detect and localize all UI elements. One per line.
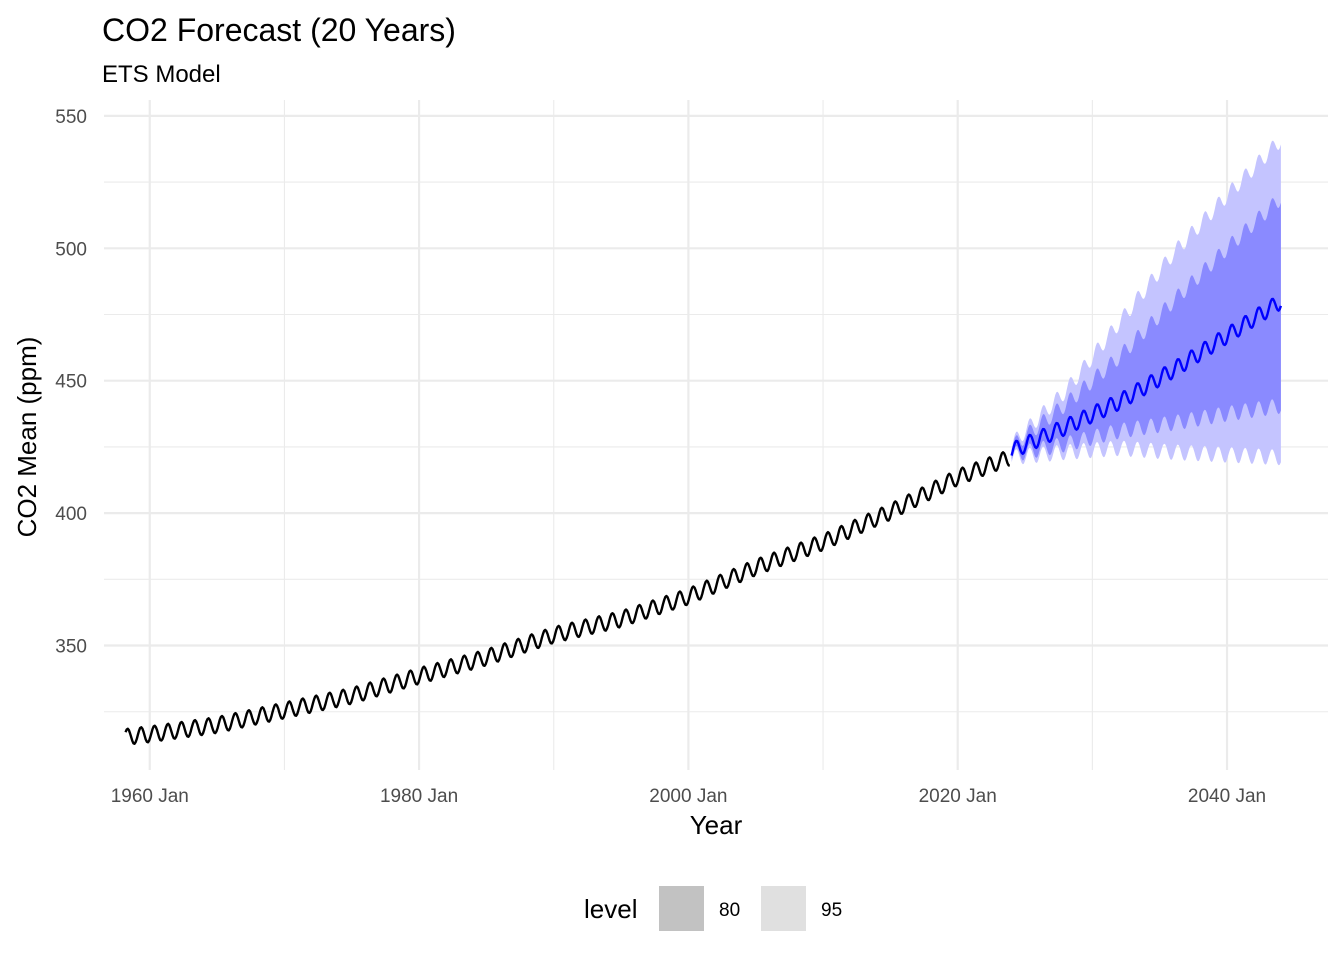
y-tick-label: 400 — [55, 504, 87, 525]
forecast-line — [1010, 297, 1283, 456]
x-tick-label: 2040 Jan — [1188, 786, 1266, 807]
y-axis-ticks: 350 400 450 500 550 — [55, 107, 87, 658]
chart-title: CO2 Forecast (20 Years) — [102, 12, 456, 48]
x-tick-label: 1960 Jan — [111, 786, 189, 807]
prediction-intervals — [1011, 140, 1281, 466]
observed-line — [124, 451, 1010, 745]
legend: level 80 95 — [584, 886, 842, 931]
legend-title: level — [584, 894, 637, 924]
legend-label-80: 80 — [719, 900, 740, 921]
y-tick-label: 450 — [55, 372, 87, 393]
y-tick-label: 350 — [55, 637, 87, 658]
x-tick-label: 2000 Jan — [649, 786, 727, 807]
y-axis-title: CO2 Mean (ppm) — [12, 337, 42, 538]
legend-swatch-80 — [659, 886, 704, 931]
x-tick-label: 1980 Jan — [380, 786, 458, 807]
x-axis-title: Year — [690, 810, 743, 840]
x-tick-label: 2020 Jan — [919, 786, 997, 807]
chart-subtitle: ETS Model — [102, 61, 221, 88]
y-tick-label: 550 — [55, 107, 87, 128]
y-tick-label: 500 — [55, 239, 87, 260]
legend-label-95: 95 — [821, 900, 842, 921]
band-80 — [1011, 198, 1281, 461]
series-lines — [124, 297, 1283, 745]
legend-swatch-95 — [761, 886, 806, 931]
x-axis-ticks: 1960 Jan 1980 Jan 2000 Jan 2020 Jan 2040 Jan — [111, 786, 1266, 807]
